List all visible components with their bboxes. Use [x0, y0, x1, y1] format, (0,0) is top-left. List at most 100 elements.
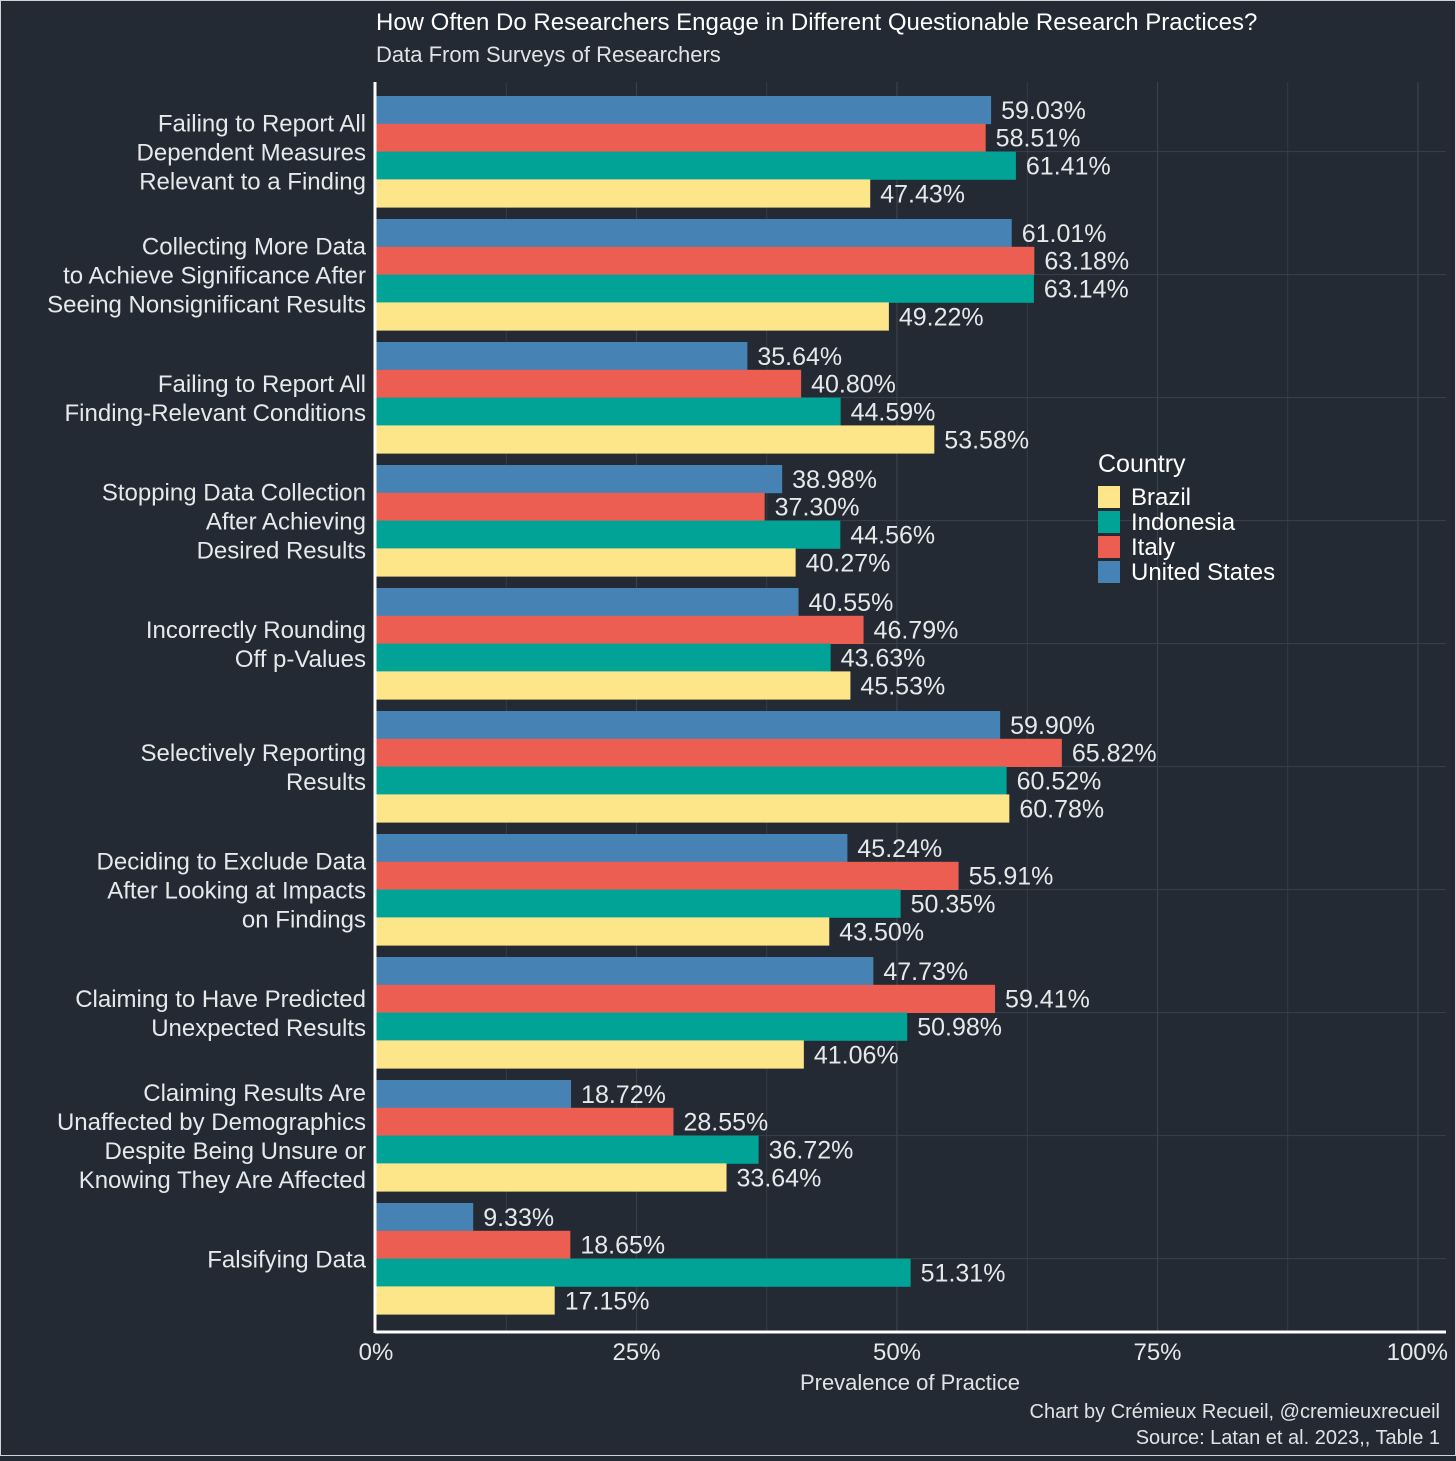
bar	[376, 957, 874, 986]
bar	[376, 151, 1016, 180]
x-tick-label: 75%	[1133, 1339, 1181, 1366]
bar-value-label: 60.78%	[1019, 795, 1104, 823]
x-tick-label: 0%	[359, 1339, 394, 1366]
bar-value-label: 60.52%	[1017, 768, 1102, 796]
category-label: Claiming to Have Predicted Unexpected Res…	[75, 986, 366, 1042]
bar-value-label: 47.73%	[883, 958, 968, 986]
bar	[376, 96, 992, 125]
category-label-line: Selectively Reporting	[141, 740, 366, 767]
bar	[376, 588, 799, 617]
bar	[376, 643, 831, 672]
category-label-line: Desired Results	[197, 538, 366, 565]
bar-value-label: 28.55%	[683, 1109, 768, 1137]
category-label-line: Off p-Values	[235, 646, 366, 673]
bar-value-label: 45.53%	[860, 672, 945, 700]
category-label: Collecting More Data to Achieve Significa…	[47, 234, 366, 319]
bar-value-label: 46.79%	[874, 617, 959, 645]
bar	[376, 1286, 555, 1315]
legend-swatch	[1098, 536, 1120, 558]
bar-value-label: 36.72%	[769, 1137, 854, 1165]
bar	[376, 520, 841, 549]
bar-value-label: 45.24%	[857, 835, 942, 863]
legend-label: Indonesia	[1131, 509, 1236, 536]
bar	[376, 766, 1007, 795]
category-label-line: Falsifying Data	[207, 1247, 366, 1274]
legend-label: Italy	[1131, 534, 1175, 561]
bar-value-label: 37.30%	[775, 494, 860, 522]
bar	[376, 889, 901, 918]
bar-value-label: 51.31%	[921, 1260, 1006, 1288]
bar	[376, 794, 1010, 823]
category-label-line: Despite Being Unsure or	[105, 1138, 366, 1165]
bar	[376, 548, 796, 577]
bar	[376, 671, 851, 700]
bar-value-label: 44.56%	[850, 522, 935, 550]
bar	[376, 1012, 908, 1041]
bar-value-label: 17.15%	[565, 1287, 650, 1315]
legend-swatch	[1098, 561, 1120, 583]
caption-source: Source: Latan et al. 2023,, Table 1	[1136, 1427, 1440, 1449]
category-label-line: Deciding to Exclude Data	[97, 849, 367, 876]
bar	[376, 615, 864, 644]
bar	[376, 123, 986, 152]
bar-value-label: 58.51%	[996, 125, 1081, 153]
bar	[376, 1135, 759, 1164]
bar	[376, 1163, 727, 1192]
x-tick-label: 100%	[1387, 1339, 1448, 1366]
bar-value-label: 59.03%	[1001, 97, 1086, 125]
category-label-line: Relevant to a Finding	[139, 169, 366, 196]
category-label: Deciding to Exclude Data After Looking at…	[97, 849, 367, 934]
category-label: Falsifying Data	[207, 1247, 366, 1274]
bar-value-label: 40.80%	[811, 371, 896, 399]
category-label-line: on Findings	[242, 907, 366, 934]
bar	[376, 1040, 804, 1069]
value-labels: 59.03%58.51%61.41% 47.43% 61.01%63.18%63.1…	[483, 97, 1156, 1315]
bar-value-label: 41.06%	[814, 1041, 899, 1069]
category-label-line: Dependent Measures	[137, 140, 366, 167]
category-label: Claiming Results Are Unaffected by Demogr…	[57, 1080, 366, 1194]
bar	[376, 1203, 474, 1232]
bar	[376, 369, 802, 398]
bars	[376, 96, 1062, 1315]
caption-credit: Chart by Crémieux Recueil, @cremieuxrecu…	[1030, 1401, 1440, 1423]
legend-label: Brazil	[1131, 484, 1191, 511]
category-label-line: Failing to Report All	[158, 371, 366, 398]
bar	[376, 1107, 674, 1136]
category-label-line: Finding-Relevant Conditions	[65, 400, 367, 427]
bar-value-label: 40.27%	[806, 549, 891, 577]
legend-label: United States	[1131, 559, 1275, 586]
category-label: Failing to Report All Dependent Measures R…	[137, 111, 366, 196]
category-labels: Failing to Report All Dependent Measures R…	[47, 111, 366, 1274]
category-label: Incorrectly Rounding Off p-Values	[146, 617, 366, 673]
category-label: Stopping Data Collection After Achieving D…	[102, 480, 366, 565]
bar	[376, 861, 959, 890]
bar	[376, 738, 1062, 767]
bar-value-label: 9.33%	[483, 1204, 554, 1232]
category-label-line: Incorrectly Rounding	[146, 617, 366, 644]
legend-title: Country	[1098, 450, 1186, 478]
category-label-line: After Achieving	[206, 509, 366, 536]
bar-value-label: 55.91%	[969, 863, 1054, 891]
bar	[376, 425, 935, 454]
bar	[376, 274, 1034, 303]
bar	[376, 342, 748, 371]
chart-subtitle: Data From Surveys of Researchers	[376, 42, 721, 67]
bar	[376, 1080, 572, 1109]
bar-value-label: 61.01%	[1022, 220, 1107, 248]
x-tick-label: 50%	[873, 1339, 921, 1366]
category-label: Failing to Report All Finding-Relevant Co…	[65, 371, 367, 427]
bar	[376, 834, 848, 863]
bar	[376, 179, 871, 208]
legend-swatch	[1098, 486, 1120, 508]
category-label: Selectively Reporting Results	[141, 740, 366, 796]
bar-value-label: 63.14%	[1044, 276, 1129, 304]
bar-value-label: 59.41%	[1005, 986, 1090, 1014]
bar-value-label: 50.35%	[911, 891, 996, 919]
bar	[376, 1230, 571, 1259]
category-label-line: Claiming Results Are	[143, 1080, 366, 1107]
x-axis-label: Prevalence of Practice	[800, 1370, 1020, 1395]
bar-value-label: 43.63%	[841, 645, 926, 673]
bar-value-label: 59.90%	[1010, 712, 1095, 740]
